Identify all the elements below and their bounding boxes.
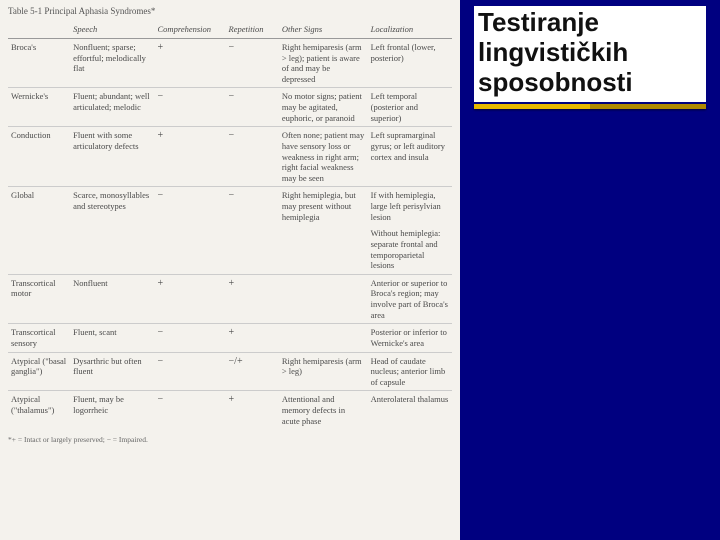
cell-speech: Scarce, monosyllables and stereotypes bbox=[70, 187, 154, 225]
cell-loc: Posterior or inferior to Wernicke's area bbox=[368, 324, 452, 352]
cell-loc: Without hemiplegia: separate frontal and… bbox=[368, 225, 452, 274]
cell-speech: Nonfluent; sparse; effortful; melodicall… bbox=[70, 38, 154, 88]
cell-comp: − bbox=[155, 391, 226, 429]
cell-rep bbox=[226, 225, 279, 274]
table-footnote: *+ = Intact or largely preserved; − = Im… bbox=[8, 435, 452, 444]
cell-rep: + bbox=[226, 324, 279, 352]
slide-title-panel: Testiranje lingvističkih sposobnosti bbox=[474, 6, 706, 109]
title-underline bbox=[474, 104, 706, 109]
cell-other: Right hemiplegia, but may present withou… bbox=[279, 187, 368, 225]
table-body: Broca's Nonfluent; sparse; effortful; me… bbox=[8, 38, 452, 429]
cell-rep: −/+ bbox=[226, 352, 279, 391]
cell-other bbox=[279, 274, 368, 324]
scanned-table-page: Table 5-1 Principal Aphasia Syndromes* S… bbox=[0, 0, 460, 540]
cell-other bbox=[279, 225, 368, 274]
cell-type bbox=[8, 225, 70, 274]
table-row: Broca's Nonfluent; sparse; effortful; me… bbox=[8, 38, 452, 88]
cell-speech: Fluent with some articulatory defects bbox=[70, 127, 154, 187]
cell-type: Transcortical sensory bbox=[8, 324, 70, 352]
cell-rep: − bbox=[226, 187, 279, 225]
cell-type: Atypical ("basal ganglia") bbox=[8, 352, 70, 391]
cell-type: Conduction bbox=[8, 127, 70, 187]
table-row: Conduction Fluent with some articulatory… bbox=[8, 127, 452, 187]
table-row: Transcortical sensory Fluent, scant − + … bbox=[8, 324, 452, 352]
cell-other: Right hemiparesis (arm > leg); patient i… bbox=[279, 38, 368, 88]
aphasia-syndromes-table: Speech Comprehension Repetition Other Si… bbox=[8, 21, 452, 429]
cell-other: Attentional and memory defects in acute … bbox=[279, 391, 368, 429]
cell-other bbox=[279, 324, 368, 352]
table-row: Atypical ("basal ganglia") Dysarthric bu… bbox=[8, 352, 452, 391]
cell-speech: Fluent, scant bbox=[70, 324, 154, 352]
cell-comp: + bbox=[155, 38, 226, 88]
cell-speech bbox=[70, 225, 154, 274]
slide-title: Testiranje lingvističkih sposobnosti bbox=[474, 6, 706, 102]
cell-other: Right hemiparesis (arm > leg) bbox=[279, 352, 368, 391]
cell-speech: Nonfluent bbox=[70, 274, 154, 324]
col-header bbox=[8, 21, 70, 38]
cell-comp: − bbox=[155, 88, 226, 127]
cell-comp: + bbox=[155, 274, 226, 324]
cell-type: Global bbox=[8, 187, 70, 225]
cell-loc: Left supramarginal gyrus; or left audito… bbox=[368, 127, 452, 187]
cell-type: Wernicke's bbox=[8, 88, 70, 127]
cell-rep: + bbox=[226, 274, 279, 324]
cell-loc: Head of caudate nucleus; anterior limb o… bbox=[368, 352, 452, 391]
cell-other: Often none; patient may have sensory los… bbox=[279, 127, 368, 187]
col-header: Localization bbox=[368, 21, 452, 38]
cell-comp: − bbox=[155, 352, 226, 391]
table-row: Global Scarce, monosyllables and stereot… bbox=[8, 187, 452, 225]
cell-loc: Left frontal (lower, posterior) bbox=[368, 38, 452, 88]
cell-comp: − bbox=[155, 324, 226, 352]
cell-rep: − bbox=[226, 88, 279, 127]
cell-type: Atypical ("thalamus") bbox=[8, 391, 70, 429]
cell-loc: Left temporal (posterior and superior) bbox=[368, 88, 452, 127]
cell-speech: Dysarthric but often fluent bbox=[70, 352, 154, 391]
cell-comp: + bbox=[155, 127, 226, 187]
cell-loc: If with hemiplegia, large left perisylvi… bbox=[368, 187, 452, 225]
cell-loc: Anterior or superior to Broca's region; … bbox=[368, 274, 452, 324]
cell-rep: − bbox=[226, 127, 279, 187]
cell-speech: Fluent, may be logorrheic bbox=[70, 391, 154, 429]
cell-loc: Anterolateral thalamus bbox=[368, 391, 452, 429]
cell-speech: Fluent; abundant; well articulated; melo… bbox=[70, 88, 154, 127]
table-row: Without hemiplegia: separate frontal and… bbox=[8, 225, 452, 274]
cell-comp bbox=[155, 225, 226, 274]
cell-type: Broca's bbox=[8, 38, 70, 88]
col-header: Other Signs bbox=[279, 21, 368, 38]
col-header: Speech bbox=[70, 21, 154, 38]
col-header: Comprehension bbox=[155, 21, 226, 38]
cell-comp: − bbox=[155, 187, 226, 225]
col-header: Repetition bbox=[226, 21, 279, 38]
table-row: Wernicke's Fluent; abundant; well articu… bbox=[8, 88, 452, 127]
cell-rep: + bbox=[226, 391, 279, 429]
cell-other: No motor signs; patient may be agitated,… bbox=[279, 88, 368, 127]
cell-rep: − bbox=[226, 38, 279, 88]
table-header-row: Speech Comprehension Repetition Other Si… bbox=[8, 21, 452, 38]
table-row: Atypical ("thalamus") Fluent, may be log… bbox=[8, 391, 452, 429]
cell-type: Transcortical motor bbox=[8, 274, 70, 324]
table-caption: Table 5-1 Principal Aphasia Syndromes* bbox=[8, 6, 452, 17]
table-row: Transcortical motor Nonfluent + + Anteri… bbox=[8, 274, 452, 324]
